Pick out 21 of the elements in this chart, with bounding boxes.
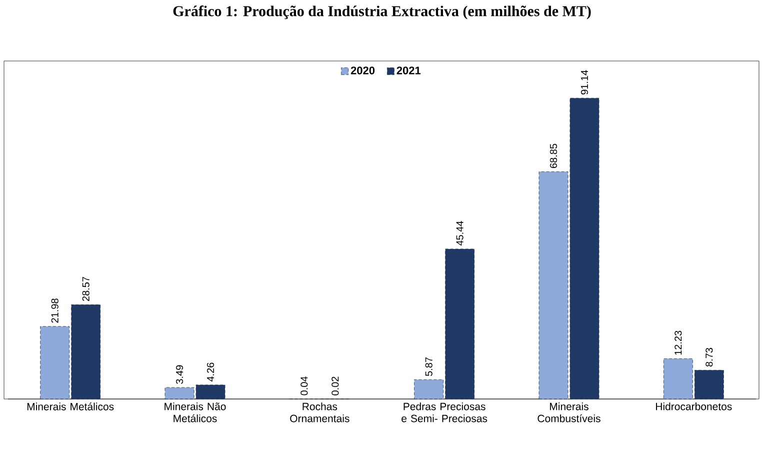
legend-label: 2020 <box>350 66 375 74</box>
x-tick-label: Minerais Combustíveis <box>538 402 600 422</box>
data-label: 5.87 <box>425 357 432 376</box>
data-label: 0.04 <box>300 376 308 396</box>
x-tick-label: Rochas Ornamentais <box>290 402 350 422</box>
legend-label: 2021 <box>396 66 421 74</box>
x-tick-label: Hidrocarbonetos <box>656 402 732 410</box>
data-label: 68.85 <box>550 144 558 168</box>
data-label: 4.26 <box>206 362 214 382</box>
data-label: 3.49 <box>176 365 184 384</box>
x-tick-label: Pedras Preciosas e Semi- Preciosas <box>402 402 488 422</box>
data-label: 28.57 <box>82 276 90 301</box>
x-tick-label: Minerais Não Metálicos <box>164 402 226 422</box>
data-label: 12.23 <box>674 330 682 355</box>
data-label: 0.02 <box>332 376 339 396</box>
data-label: 21.98 <box>51 298 58 323</box>
x-tick-label: Minerais Metálicos <box>27 402 114 410</box>
data-label: 8.73 <box>706 348 713 367</box>
chart-title: Gráfico 1: Produção da Indústria Extractiva (em milhões de MT) <box>173 6 591 20</box>
data-label: 45.44 <box>456 221 464 246</box>
data-label: 91.14 <box>580 70 588 94</box>
